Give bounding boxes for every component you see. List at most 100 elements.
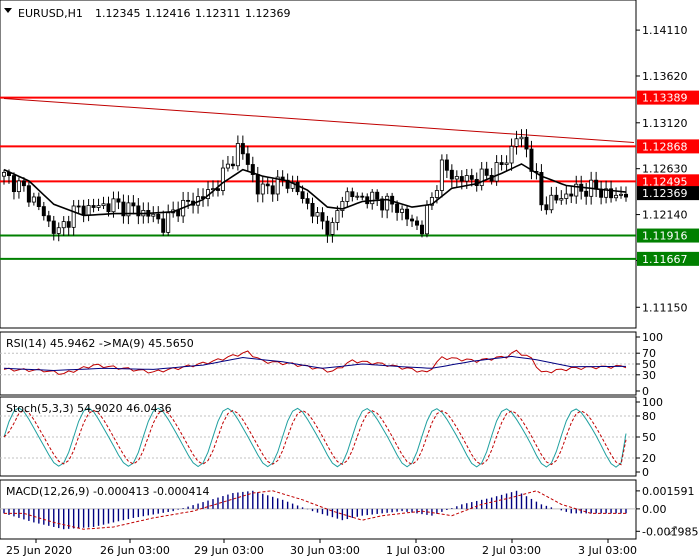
candle-body [31, 196, 36, 203]
chart-menu-arrow-icon[interactable] [4, 8, 12, 13]
ma-line [3, 163, 627, 217]
chart-header-high: 1.12416 [145, 7, 191, 20]
time-axis: 25 Jun 2020 26 Jun 03:00 29 Jun 03:00 30 Ju… [6, 539, 637, 557]
candle-body [245, 153, 250, 165]
candle-body [315, 212, 320, 217]
level-label: 1.11667 [642, 253, 688, 266]
candle-body [270, 185, 275, 195]
macd-tick-label: 0.001591 [642, 485, 695, 498]
candle-body [250, 164, 255, 175]
candle-body [186, 199, 191, 202]
candle-body [26, 185, 31, 203]
candle-body [101, 203, 106, 206]
time-tick-label: 29 Jun 03:00 [194, 544, 264, 557]
candle-body [156, 213, 161, 220]
candle-body [614, 194, 619, 199]
candle-body [604, 188, 609, 198]
candle-body [325, 220, 330, 235]
candle-body [454, 176, 459, 180]
candle-body [255, 174, 260, 195]
rsi-tick-label: 100 [642, 331, 663, 344]
candle-body [594, 179, 599, 190]
candle-body [405, 208, 410, 220]
candle-body [564, 193, 569, 199]
macd-tick-label: -0.001985 [642, 525, 698, 538]
time-tick-label: 25 Jun 2020 [6, 544, 72, 557]
current-price-badge [637, 186, 699, 201]
main-pane[interactable] [0, 0, 637, 329]
rsi_ma-line [3, 355, 626, 372]
candle-body [61, 221, 66, 229]
level-badge [637, 139, 699, 154]
candle-body [494, 162, 499, 182]
candle-body [415, 220, 420, 226]
candle-body [81, 205, 86, 216]
candle-body [235, 143, 240, 167]
rsi-tick-label: 50 [642, 358, 656, 371]
current-price-label: 1.12369 [642, 187, 688, 200]
candle-body [380, 198, 385, 211]
candle-body [161, 218, 166, 233]
candle-body [539, 172, 544, 206]
price-axis: 1.14110 1.13620 1.13120 1.12630 1.12140 1.116… [636, 24, 699, 538]
candle-body [121, 201, 126, 217]
stoch-tick-label: 0 [642, 466, 649, 479]
candle-body [305, 198, 310, 204]
candle-body [225, 163, 230, 169]
candle-body [544, 204, 549, 211]
candle-body [215, 188, 220, 191]
candle-body [584, 190, 589, 197]
candle-body [350, 191, 355, 198]
moving-average [3, 163, 627, 217]
candle-body [335, 210, 340, 223]
candle-body [419, 224, 424, 235]
level-label: 1.11916 [642, 230, 688, 243]
stoch-tick-label: 20 [642, 452, 656, 465]
rsi-pane[interactable] [0, 331, 637, 396]
level-label: 1.12868 [642, 140, 688, 153]
candle-body [51, 220, 56, 234]
stoch-tick-label: 80 [642, 410, 656, 423]
candle-body [66, 221, 71, 228]
candle-body [519, 136, 524, 140]
time-tick-label: 3 Jul 03:00 [578, 544, 637, 557]
chart-header-symbol: EURUSD,H1 [18, 7, 83, 20]
candle-body [375, 191, 380, 200]
candle-body [16, 180, 21, 193]
time-tick-label: 1 Jul 03:00 [386, 544, 445, 557]
candle-body [429, 197, 434, 206]
level-badge [637, 228, 699, 243]
candle-body [240, 143, 245, 155]
candle-body [514, 138, 519, 147]
trendline [3, 97, 635, 143]
candle-body [574, 183, 579, 197]
macd-pane[interactable] [0, 479, 637, 540]
candle-body [56, 227, 61, 234]
candle-body [265, 183, 270, 187]
stoch-signal-line [3, 409, 627, 466]
candle-body [385, 195, 390, 211]
candle-body [86, 205, 91, 216]
candle-body [609, 188, 614, 199]
price-tick-label: 1.13120 [642, 117, 688, 130]
candle-body [484, 168, 489, 176]
candle-body [71, 205, 76, 228]
candle-body [395, 203, 400, 213]
candle-body [345, 191, 350, 202]
macd-signal-line [4, 490, 626, 530]
candle-body [320, 212, 325, 222]
corner-arrow-icon[interactable]: ⤢ [668, 524, 677, 537]
descending-trendline [3, 97, 635, 143]
candle-body [400, 208, 405, 213]
candle-body [370, 191, 375, 205]
candle-body [151, 213, 156, 217]
stoch-main-line [3, 407, 627, 468]
candle-body [355, 195, 360, 198]
candle-body [310, 202, 315, 217]
candle-body [91, 205, 96, 208]
candle-body [116, 198, 121, 203]
candle-body [619, 193, 624, 196]
candle-body [479, 168, 484, 187]
stoch-pane[interactable] [0, 396, 637, 477]
